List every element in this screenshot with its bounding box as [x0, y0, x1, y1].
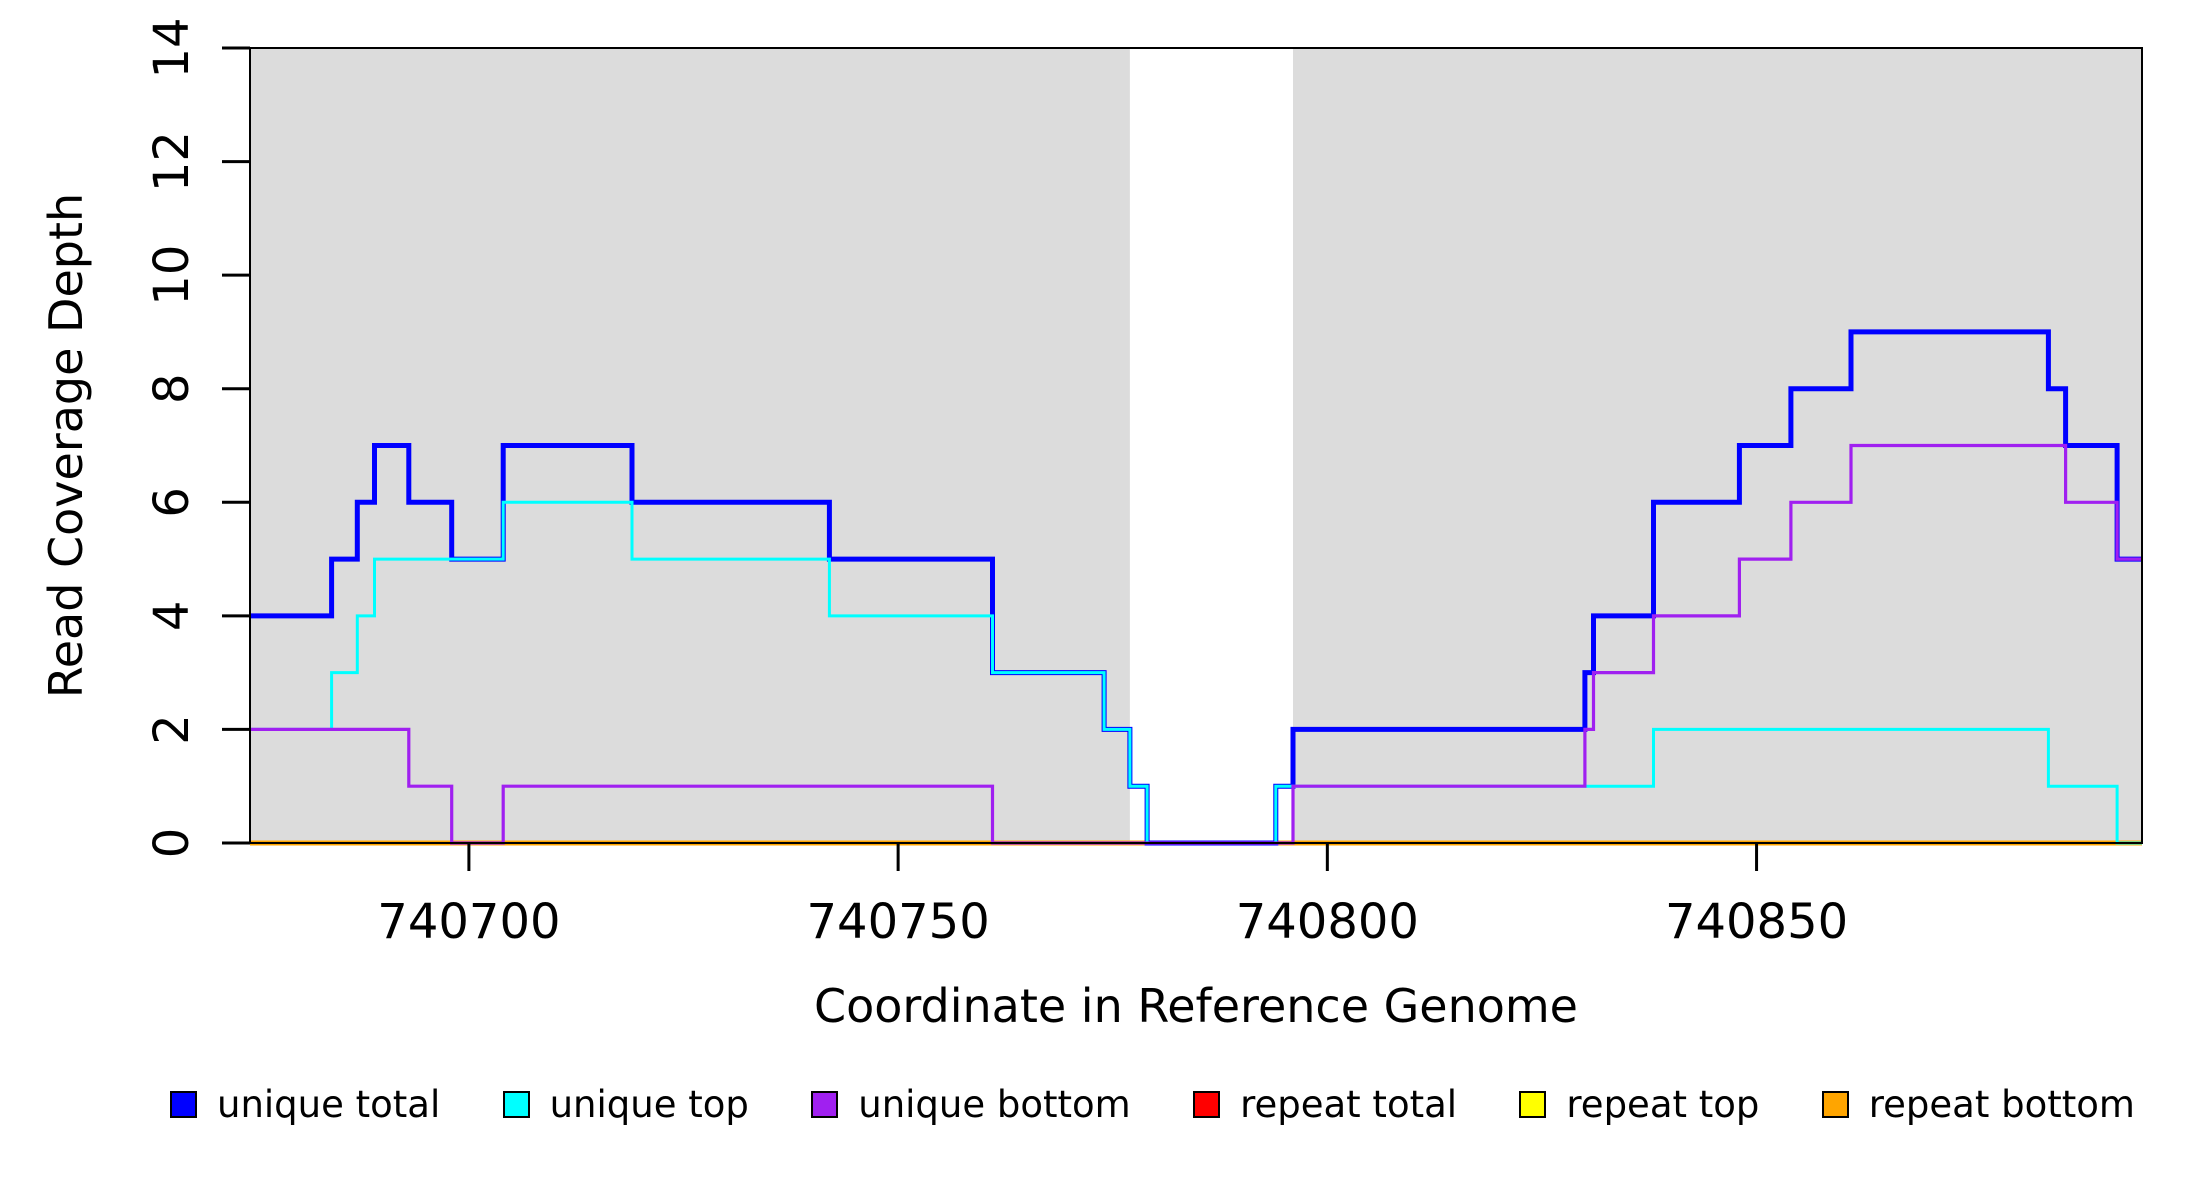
unique-top-swatch — [502, 1091, 530, 1118]
y-tick-label: 2 — [144, 714, 200, 745]
series-line-unique-top — [250, 500, 2142, 845]
unique-total-swatch — [170, 1091, 197, 1118]
plot-border — [249, 47, 2143, 844]
x-tick-label: 740750 — [807, 894, 990, 950]
legend-label: repeat total — [1240, 1083, 1458, 1126]
repeat-total-swatch — [1193, 1091, 1221, 1118]
y-tick-label: 4 — [144, 601, 200, 632]
x-tick-label: 740800 — [1236, 894, 1419, 950]
x-tick-label: 740850 — [1665, 894, 1848, 950]
legend-label: unique total — [217, 1083, 441, 1126]
y-tick-label: 12 — [144, 131, 200, 192]
y-axis-title: Read Coverage Depth — [39, 193, 93, 698]
legend-label: unique top — [549, 1083, 749, 1126]
x-axis-title: Coordinate in Reference Genome — [814, 979, 1578, 1033]
legend-item-unique-total: unique total — [170, 1086, 440, 1123]
legend-label: repeat top — [1566, 1083, 1760, 1126]
legend-item-repeat-bottom: repeat bottom — [1821, 1083, 2135, 1126]
y-tick-label: 8 — [144, 373, 200, 404]
x-tick-label: 740700 — [377, 894, 560, 950]
chart-legend: unique total unique top unique bottom re… — [170, 1086, 2135, 1123]
unique-bottom-swatch — [811, 1091, 839, 1118]
y-tick-label: 0 — [144, 828, 200, 859]
legend-item-unique-top: unique top — [502, 1083, 749, 1126]
repeat-bottom-swatch — [1821, 1091, 1849, 1118]
legend-item-unique-bottom: unique bottom — [811, 1083, 1131, 1126]
repeat-top-swatch — [1519, 1091, 1547, 1118]
y-tick-label: 14 — [144, 17, 200, 78]
y-tick-label: 10 — [144, 245, 200, 306]
legend-label: repeat bottom — [1868, 1083, 2135, 1126]
legend-label: unique bottom — [858, 1083, 1131, 1126]
legend-item-repeat-total: repeat total — [1193, 1086, 1457, 1123]
y-tick-label: 6 — [144, 487, 200, 518]
legend-item-repeat-top: repeat top — [1519, 1086, 1759, 1123]
